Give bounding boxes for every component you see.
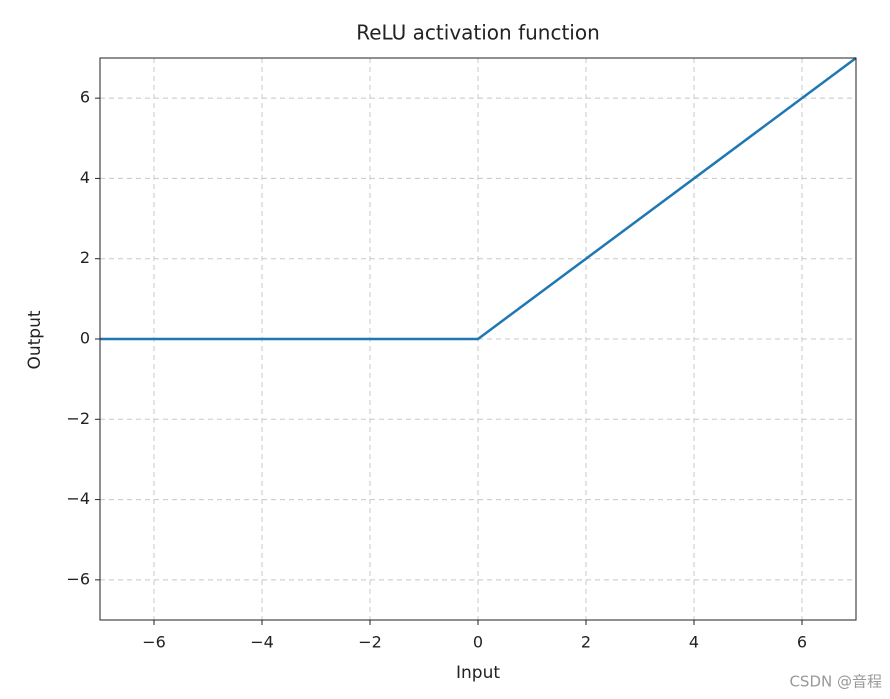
line — [100, 56, 857, 341]
x-tick-label: −2 — [358, 633, 382, 652]
y-tick-label: −4 — [66, 489, 90, 508]
plot-frame — [99, 57, 857, 621]
watermark: CSDN @音程 — [789, 673, 882, 691]
x-tick-label: 4 — [689, 633, 699, 652]
x-tick-label: 6 — [797, 633, 807, 652]
x-tick-label: −4 — [250, 633, 274, 652]
x-tick-label: 2 — [581, 633, 591, 652]
x-axis-label: Input — [456, 663, 500, 683]
y-tick-label: 6 — [80, 88, 90, 107]
x-tick-label: 0 — [473, 633, 483, 652]
y-tick-label: −2 — [66, 409, 90, 428]
y-tick-label: −6 — [66, 569, 90, 588]
y-axis-label: Output — [25, 310, 45, 369]
y-tick-label: 0 — [80, 329, 90, 348]
y-tick-label: 2 — [80, 248, 90, 267]
chart-title: ReLU activation function — [356, 21, 600, 45]
x-tick-label: −6 — [142, 633, 166, 652]
y-tick-label: 4 — [80, 168, 90, 187]
